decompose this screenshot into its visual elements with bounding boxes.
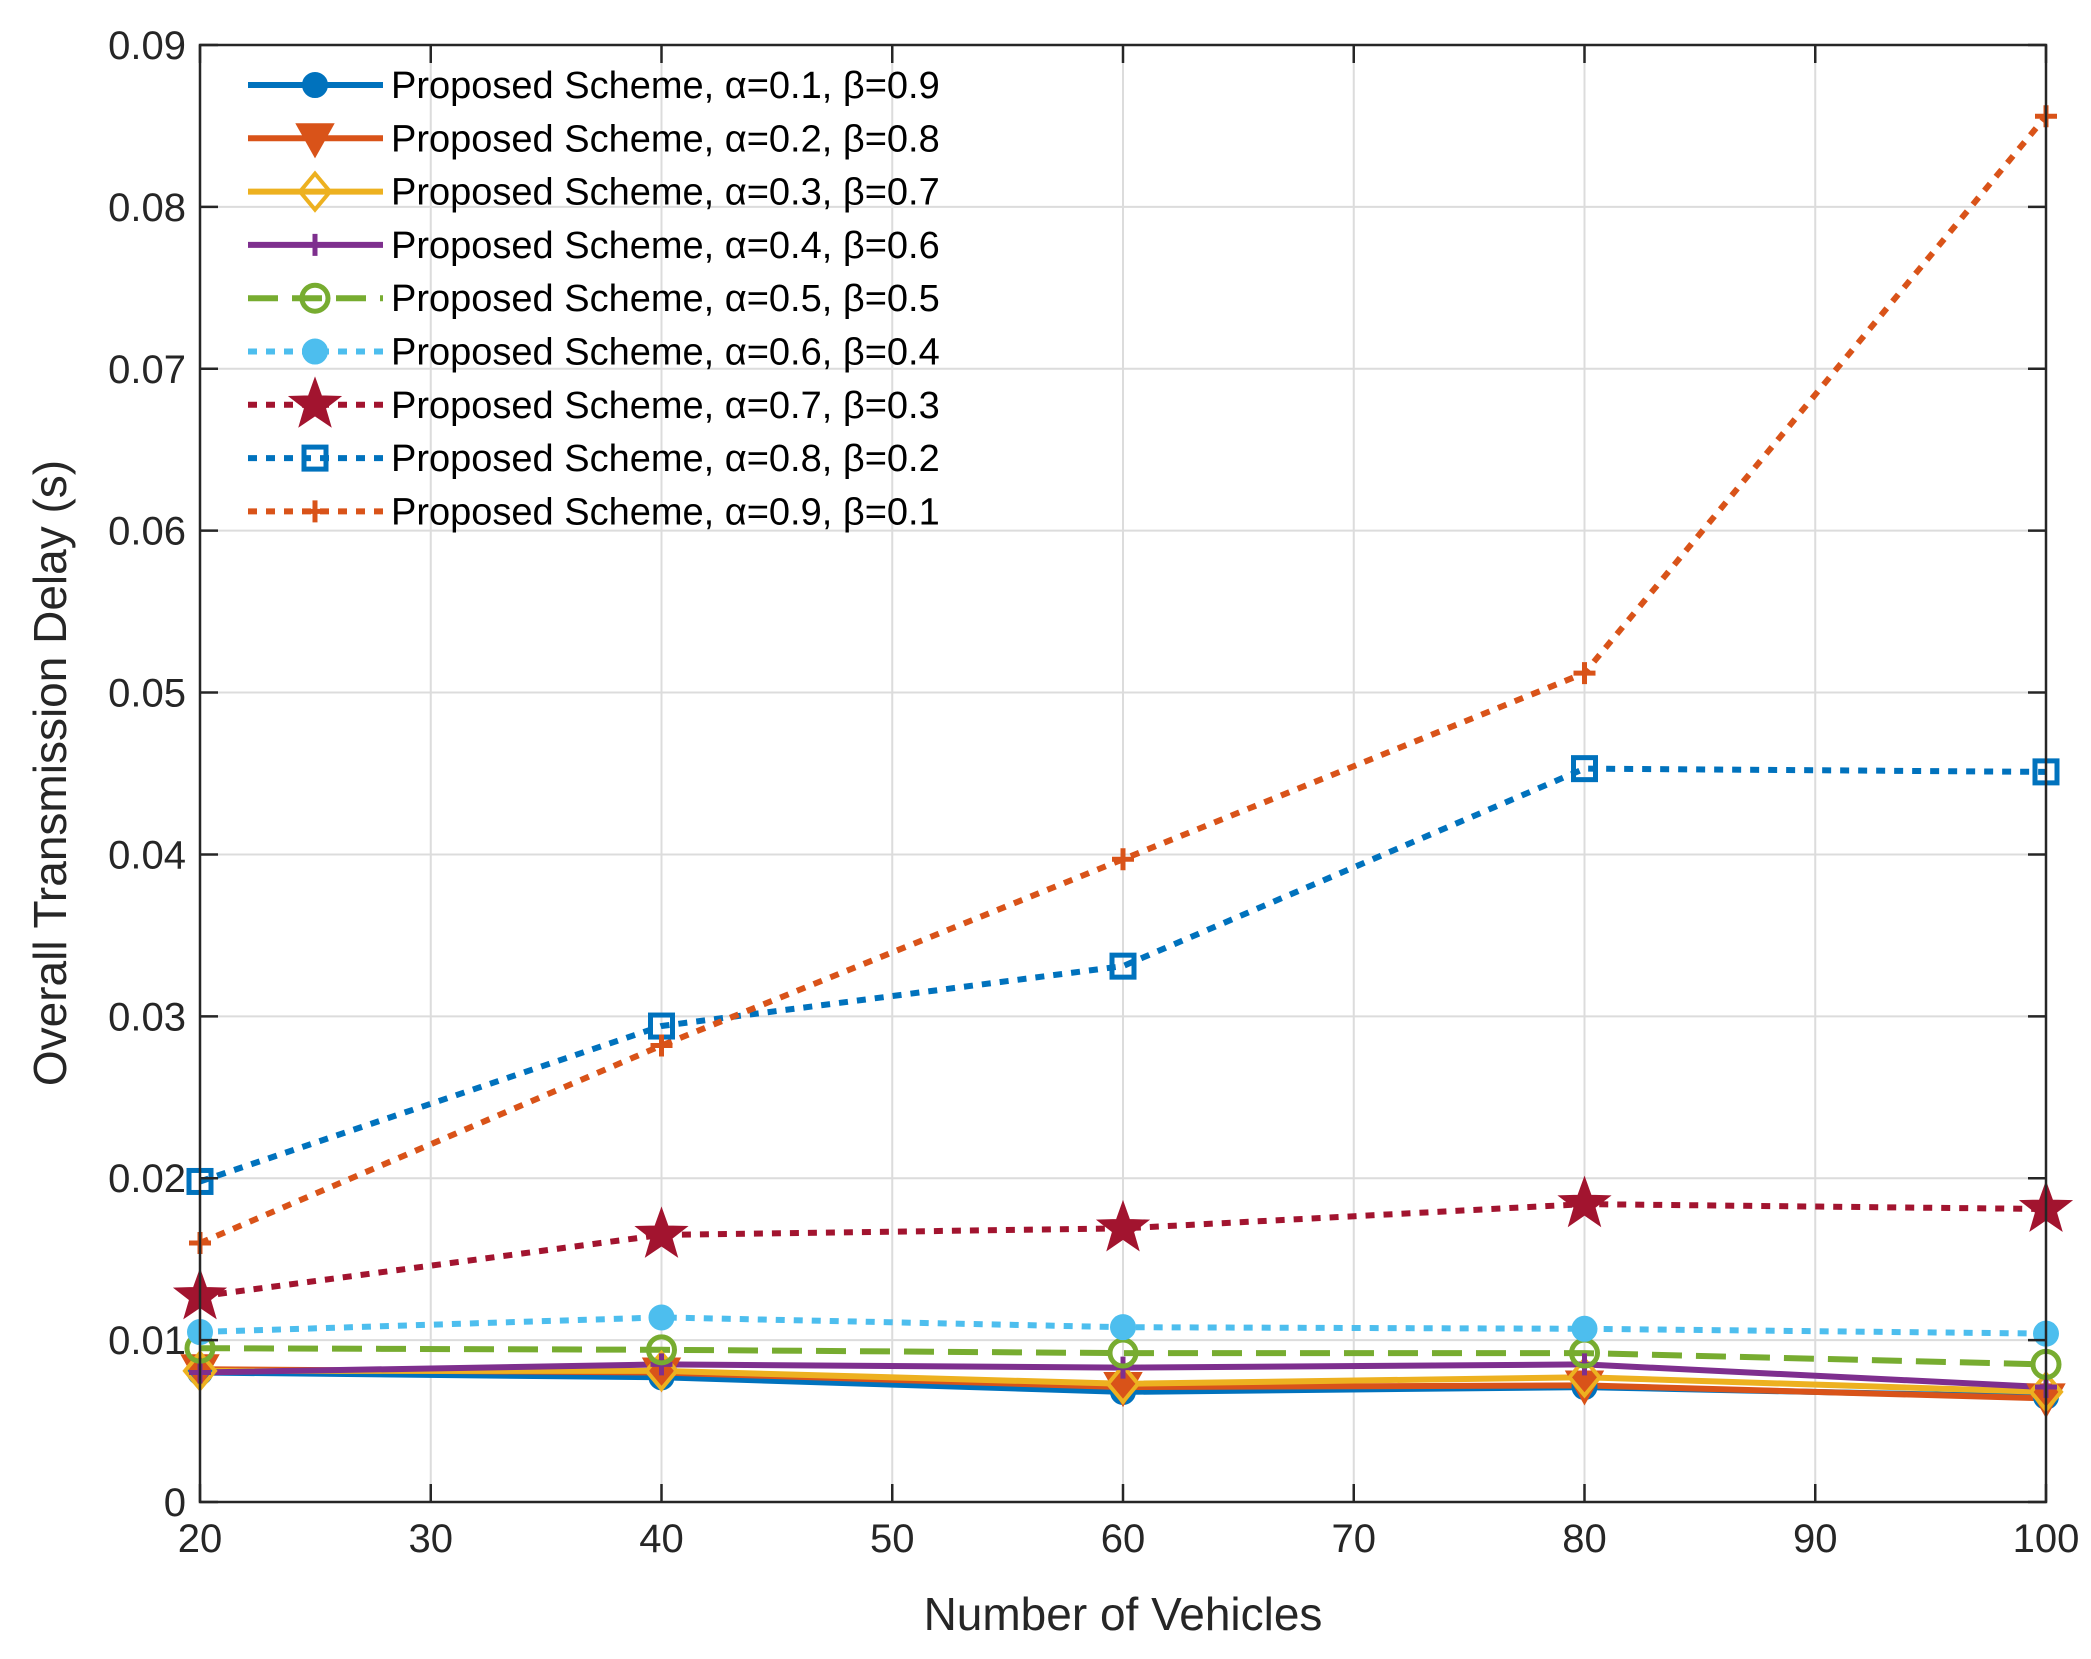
x-tick-label: 100	[2013, 1517, 2080, 1561]
legend-label-3: Proposed Scheme, α=0.3, β=0.7	[391, 172, 940, 214]
x-tick-label: 80	[1562, 1517, 1607, 1561]
tick-labels: 20 30 40 50 60 70 80 90 100 0 0.01 0.02 0.03 0.04 0.05…	[108, 24, 2079, 1561]
data-point-series-8	[1109, 952, 1137, 980]
data-point-series-3	[1105, 1362, 1141, 1405]
legend: Proposed Scheme, α=0.1, β=0.9 Proposed Sc…	[248, 65, 940, 533]
legend-marker-1	[302, 72, 328, 98]
legend-marker-6	[302, 338, 328, 365]
y-axis-label: Overall Transmission Delay (s)	[24, 460, 76, 1086]
data-point-series-6	[648, 1304, 675, 1331]
y-tick-label: 0.05	[108, 672, 186, 716]
y-tick-label: 0.04	[108, 833, 186, 877]
data-point-series-7	[1557, 1175, 1612, 1228]
axes	[198, 43, 2048, 1504]
data-point-series-7	[634, 1206, 689, 1258]
legend-marker-8	[301, 444, 329, 472]
x-tick-label: 40	[639, 1517, 684, 1561]
y-tick-label: 0.07	[108, 348, 186, 392]
legend-label-5: Proposed Scheme, α=0.5, β=0.5	[391, 278, 940, 320]
y-tick-label: 0	[164, 1481, 186, 1525]
x-tick-label: 20	[178, 1517, 223, 1561]
legend-marker-2	[295, 123, 335, 159]
legend-marker-4	[304, 233, 326, 256]
y-tick-label: 0.08	[108, 186, 186, 230]
data-point-series-9	[650, 1034, 673, 1057]
data-point-series-5	[646, 1334, 677, 1366]
data-point-series-7	[1095, 1199, 1151, 1252]
data-point-series-9	[1573, 662, 1596, 685]
y-tick-label: 0.01	[108, 1319, 186, 1363]
legend-marker-9	[304, 500, 326, 523]
data-point-series-6	[1110, 1314, 1136, 1341]
data-point-series-9	[1112, 848, 1134, 871]
x-tick-label: 90	[1793, 1517, 1838, 1561]
data-point-series-8	[1571, 755, 1598, 783]
x-axis-label: Number of Vehicles	[924, 1588, 1323, 1640]
legend-label-6: Proposed Scheme, α=0.6, β=0.4	[391, 332, 940, 374]
data-point-series-3	[1566, 1356, 1603, 1399]
legend-marker-7	[287, 376, 343, 428]
data-point-series-6	[1571, 1315, 1598, 1342]
x-tick-label: 60	[1101, 1517, 1146, 1561]
y-tick-label: 0.09	[108, 24, 186, 68]
legend-label-2: Proposed Scheme, α=0.2, β=0.8	[391, 118, 940, 160]
legend-marker-3	[297, 170, 333, 213]
legend-marker-5	[299, 282, 331, 314]
x-tick-label: 70	[1332, 1517, 1377, 1561]
x-tick-label: 30	[409, 1517, 454, 1561]
y-tick-label: 0.03	[108, 995, 186, 1039]
legend-label-7: Proposed Scheme, α=0.7, β=0.3	[391, 385, 940, 427]
series-line-7	[199, 1201, 2047, 1300]
series-line-8	[199, 765, 2047, 1185]
x-tick-label: 50	[870, 1517, 915, 1561]
legend-label-1: Proposed Scheme, α=0.1, β=0.9	[391, 65, 940, 107]
y-tick-label: 0.06	[108, 510, 186, 554]
legend-label-4: Proposed Scheme, α=0.4, β=0.6	[391, 225, 940, 267]
legend-label-9: Proposed Scheme, α=0.9, β=0.1	[391, 491, 940, 533]
legend-label-8: Proposed Scheme, α=0.8, β=0.2	[391, 438, 940, 480]
y-tick-label: 0.02	[108, 1157, 186, 1201]
